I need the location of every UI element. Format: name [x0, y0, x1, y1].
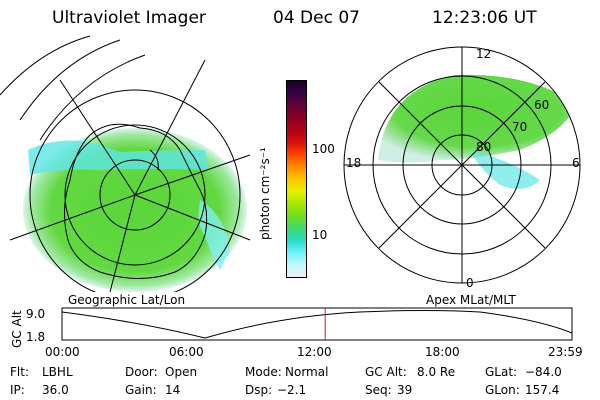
geographic-map-content	[0, 35, 251, 292]
lat-label-80: 80	[476, 140, 492, 154]
colorbar-gradient	[287, 81, 306, 277]
lat-ring	[99, 159, 171, 231]
right-panel-caption: Apex MLat/MLT	[426, 293, 516, 307]
status-value: 39	[397, 383, 413, 397]
status-label: GC Alt:	[365, 365, 407, 379]
lat-arc	[19, 39, 121, 121]
lat-arc	[0, 35, 91, 96]
lat-label-60: 60	[534, 98, 550, 112]
colorbar-tick-10: 10	[312, 228, 328, 242]
status-value: 36.0	[42, 383, 69, 397]
altitude-xtick-2: 12:00	[297, 345, 332, 359]
aurora-cyan-patch	[198, 200, 230, 270]
colorbar-tick-100: 100	[312, 142, 335, 156]
mlt-label-6: 6	[572, 156, 580, 170]
status-value: Normal	[285, 365, 329, 379]
altitude-curve	[61, 310, 573, 339]
status-label: Flt:	[10, 365, 29, 379]
date-label: 04 Dec 07	[273, 8, 360, 28]
altitude-ytick-max: 9.0	[26, 307, 46, 321]
lat-arc	[39, 54, 146, 141]
continent-outline	[64, 123, 208, 279]
meridian	[134, 194, 251, 241]
altitude-xtick-0: 00:00	[45, 345, 80, 359]
status-label: Dsp:	[245, 383, 273, 397]
altitude-xtick-3: 18:00	[425, 345, 460, 359]
left-panel-caption: Geographic Lat/Lon	[68, 293, 186, 307]
coast-detail	[149, 149, 159, 171]
altitude-plot-frame	[61, 307, 573, 341]
status-label: Gain:	[125, 383, 157, 397]
mlt-label-0: 0	[466, 276, 474, 290]
meridian	[134, 59, 206, 196]
mlt-label-18: 18	[346, 156, 362, 170]
mlt-label-12: 12	[476, 47, 492, 61]
lat-ring	[29, 89, 241, 292]
status-value: LBHL	[42, 365, 73, 379]
status-label: Door:	[125, 365, 158, 379]
altitude-ytick-min: 1.8	[26, 330, 46, 344]
status-value: 8.0 Re	[417, 365, 456, 379]
mlt-diagonal	[378, 81, 546, 249]
status-value: 14	[165, 383, 181, 397]
lat-ring	[64, 124, 206, 266]
colorbar	[286, 80, 307, 278]
time-label: 12:23:06 UT	[432, 8, 537, 28]
instrument-title: Ultraviolet Imager	[52, 8, 206, 28]
status-label: GLat:	[485, 365, 518, 379]
status-label: GLon:	[485, 383, 520, 397]
status-value: −84.0	[525, 365, 562, 379]
altitude-xtick-4: 23:59	[548, 345, 583, 359]
status-label: IP:	[10, 383, 25, 397]
status-label: Mode:	[245, 365, 282, 379]
meridian	[59, 79, 136, 196]
status-value: Open	[165, 365, 198, 379]
status-value: −2.1	[277, 383, 307, 397]
meridian	[9, 194, 136, 241]
status-value: 157.4	[525, 383, 560, 397]
lat-label-70: 70	[512, 120, 528, 134]
aurora-cyan-patch	[470, 150, 540, 189]
aurora-oval	[378, 74, 578, 163]
status-label: Seq:	[365, 383, 392, 397]
altitude-xtick-1: 06:00	[169, 345, 204, 359]
